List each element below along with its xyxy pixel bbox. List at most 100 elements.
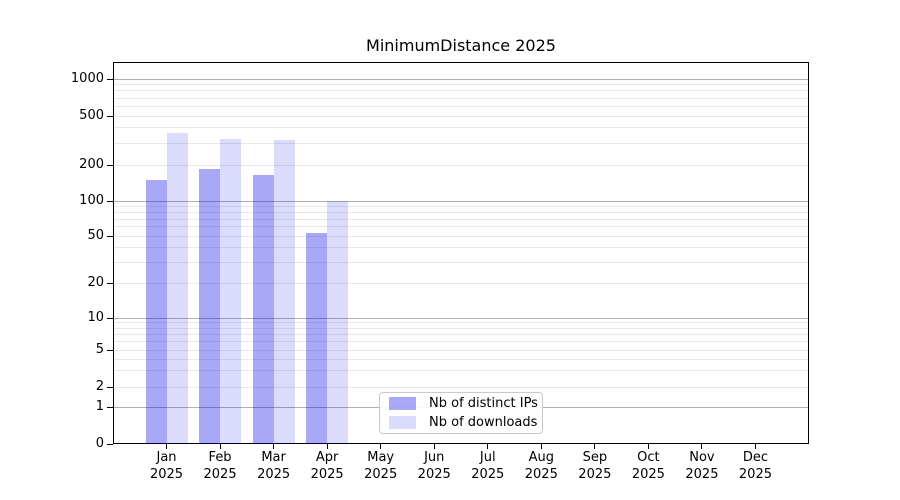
- x-tick-mark: [166, 444, 168, 449]
- x-tick-year: 2025: [738, 466, 772, 482]
- x-tick-month: May: [367, 450, 395, 465]
- y-tick-mark: [107, 349, 113, 351]
- minor-gridline: [114, 226, 808, 228]
- minor-gridline: [114, 211, 808, 213]
- minor-gridline: [114, 386, 808, 388]
- x-tick-mark: [380, 444, 382, 449]
- major-gridline: [114, 317, 808, 319]
- x-tick-month: Jun: [424, 450, 445, 465]
- x-tick-year: 2025: [631, 466, 665, 482]
- x-tick-label: Jun 2025: [406, 450, 462, 483]
- y-tick-mark: [107, 235, 113, 237]
- x-tick-year: 2025: [578, 466, 612, 482]
- x-tick-label: Mar 2025: [246, 450, 302, 483]
- y-tick-label: 2: [95, 379, 104, 394]
- plot-area: [113, 62, 809, 444]
- y-tick-label: 50: [87, 228, 104, 243]
- legend-swatch-downloads-icon: [389, 415, 416, 429]
- x-tick-label: Jan 2025: [139, 450, 195, 483]
- x-tick-month: Nov: [689, 450, 715, 465]
- x-tick-month: Sep: [582, 450, 608, 465]
- y-tick-mark: [107, 443, 113, 445]
- y-tick-mark: [107, 78, 113, 80]
- y-tick-mark: [107, 386, 113, 388]
- x-tick-month: Jul: [479, 450, 496, 465]
- minor-gridline: [114, 333, 808, 335]
- x-tick-year: 2025: [257, 466, 291, 482]
- minor-gridline: [114, 164, 808, 166]
- x-tick-year: 2025: [417, 466, 451, 482]
- minor-gridline: [114, 97, 808, 99]
- x-tick-mark: [487, 444, 489, 449]
- legend-label-distinct-ips: Nb of distinct IPs: [429, 396, 538, 412]
- x-tick-mark: [433, 444, 435, 449]
- minor-gridline: [114, 261, 808, 263]
- y-tick-label: 20: [87, 275, 104, 290]
- major-gridline: [114, 78, 808, 80]
- legend-label-downloads: Nb of downloads: [429, 414, 538, 430]
- x-tick-year: 2025: [310, 466, 344, 482]
- minor-gridline: [114, 235, 808, 237]
- minor-gridline: [114, 142, 808, 144]
- x-tick-month: Apr: [315, 450, 339, 465]
- minor-gridline: [114, 90, 808, 92]
- y-tick-mark: [107, 317, 113, 319]
- major-gridline: [114, 200, 808, 202]
- minor-gridline: [114, 370, 808, 372]
- x-tick-month: Mar: [261, 450, 286, 465]
- bar-jan-distinct-ips: [145, 179, 167, 444]
- minor-gridline: [114, 358, 808, 360]
- x-tick-year: 2025: [149, 466, 184, 482]
- x-tick-month: Oct: [637, 450, 660, 465]
- x-tick-year: 2025: [471, 466, 505, 482]
- y-tick-label: 5: [95, 342, 104, 357]
- legend-swatch-distinct-ips-icon: [389, 397, 416, 411]
- x-tick-label: Feb 2025: [192, 450, 248, 483]
- minor-gridline: [114, 127, 808, 129]
- x-tick-label: Apr 2025: [299, 450, 355, 483]
- y-tick-label: 0: [95, 436, 104, 451]
- y-tick-mark: [107, 282, 113, 284]
- x-tick-label: Oct 2025: [620, 450, 676, 483]
- y-tick-label: 10: [87, 310, 104, 325]
- x-tick-label: Sep 2025: [567, 450, 623, 483]
- minor-gridline: [114, 341, 808, 343]
- minor-gridline: [114, 327, 808, 329]
- minor-gridline: [114, 84, 808, 86]
- x-tick-year: 2025: [364, 466, 398, 482]
- minor-gridline: [114, 115, 808, 117]
- x-tick-mark: [754, 444, 756, 449]
- x-tick-mark: [594, 444, 596, 449]
- bar-feb-distinct-ips: [199, 169, 221, 444]
- chart-title: MinimumDistance 2025: [366, 36, 556, 55]
- x-tick-month: Aug: [528, 450, 554, 465]
- y-tick-label: 500: [79, 108, 104, 123]
- x-tick-mark: [701, 444, 703, 449]
- minor-gridline: [114, 205, 808, 207]
- x-tick-month: Dec: [742, 450, 769, 465]
- minor-gridline: [114, 282, 808, 284]
- minor-gridline: [114, 322, 808, 324]
- x-tick-label: May 2025: [353, 450, 409, 483]
- x-tick-month: Feb: [208, 450, 232, 465]
- x-tick-label: Aug 2025: [513, 450, 569, 483]
- y-tick-mark: [107, 406, 113, 408]
- bar-mar-downloads: [273, 139, 295, 444]
- bar-jan-downloads: [166, 132, 188, 444]
- x-tick-label: Nov 2025: [674, 450, 730, 483]
- x-tick-month: Jan: [156, 450, 177, 465]
- x-tick-mark: [219, 444, 221, 449]
- y-tick-label: 200: [79, 157, 104, 172]
- legend-item-distinct-ips: Nb of distinct IPs: [380, 396, 542, 411]
- bar-mar-distinct-ips: [252, 174, 274, 444]
- x-tick-label: Dec 2025: [727, 450, 783, 483]
- minor-gridline: [114, 349, 808, 351]
- y-tick-label: 100: [79, 193, 104, 208]
- y-tick-mark: [107, 115, 113, 117]
- x-tick-year: 2025: [524, 466, 558, 482]
- x-tick-mark: [647, 444, 649, 449]
- legend: Nb of distinct IPs Nb of downloads: [379, 392, 543, 434]
- y-tick-label: 1: [95, 399, 104, 414]
- x-tick-mark: [540, 444, 542, 449]
